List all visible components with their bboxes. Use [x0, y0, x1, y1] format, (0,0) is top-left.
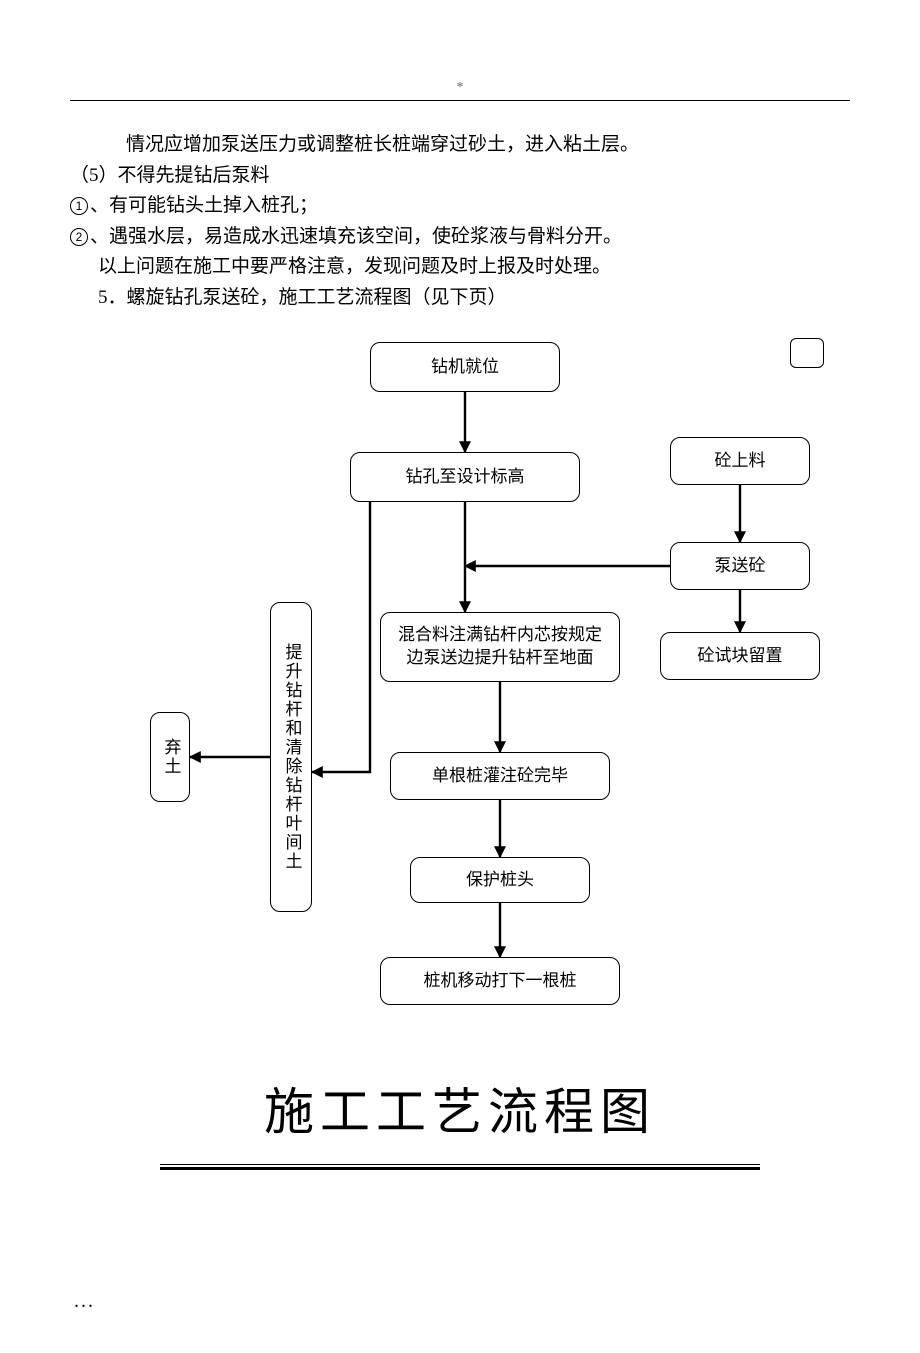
circled-number-icon: 1	[70, 197, 88, 215]
paragraph-text: 、有可能钻头土掉入桩孔；	[90, 195, 318, 216]
flowchart-node: 泵送砼	[670, 542, 810, 590]
paragraph-line: （5）不得先提钻后泵料	[70, 162, 850, 191]
flowchart-node: 保护桩头	[410, 857, 590, 903]
paragraph-line: 情况应增加泵送压力或调整桩长桩端穿过砂土，进入粘土层。	[70, 131, 850, 160]
flowchart-edge	[312, 502, 370, 772]
flowchart-node: 提升钻杆和清除钻杆叶间土	[270, 602, 312, 912]
flowchart-node: 桩机移动打下一根桩	[380, 957, 620, 1005]
flowchart-node: 钻孔至设计标高	[350, 452, 580, 502]
diagram-title: 施工工艺流程图	[70, 1072, 850, 1144]
flowchart-diagram: 钻机就位钻孔至设计标高 砼上料泵送砼混合料注满钻杆内芯按规定边泵送边提升钻杆至地面…	[70, 332, 850, 1042]
flowchart-node: 钻机就位	[370, 342, 560, 392]
rule-thick	[160, 1167, 760, 1170]
flowchart-node: 砼试块留置	[660, 632, 820, 680]
body-text: 情况应增加泵送压力或调整桩长桩端穿过砂土，进入粘土层。 （5）不得先提钻后泵料 …	[70, 131, 850, 312]
paragraph-text: 、遇强水层，易造成水迅速填充该空间，使砼浆液与骨料分开。	[90, 226, 622, 247]
flowchart-node: 砼上料	[670, 437, 810, 485]
decor-box	[790, 338, 824, 368]
paragraph-line: 以上问题在施工中要严格注意，发现问题及时上报及时处理。	[70, 253, 850, 282]
flowchart-node: 混合料注满钻杆内芯按规定边泵送边提升钻杆至地面	[380, 612, 620, 682]
circled-number-icon: 2	[70, 228, 88, 246]
rule-thin	[160, 1164, 760, 1165]
title-underline	[160, 1164, 760, 1170]
document-page: * 情况应增加泵送压力或调整桩长桩端穿过砂土，进入粘土层。 （5）不得先提钻后泵…	[0, 0, 920, 1353]
header-mark: *	[70, 80, 850, 96]
flowchart-node: 单根桩灌注砼完毕	[390, 752, 610, 800]
paragraph-line: 1、有可能钻头土掉入桩孔；	[70, 192, 850, 221]
header-rule	[70, 100, 850, 101]
paragraph-line: 2、遇强水层，易造成水迅速填充该空间，使砼浆液与骨料分开。	[70, 223, 850, 252]
paragraph-line: 5．螺旋钻孔泵送砼，施工工艺流程图（见下页）	[70, 284, 850, 313]
flowchart-node: 弃土	[150, 712, 190, 802]
